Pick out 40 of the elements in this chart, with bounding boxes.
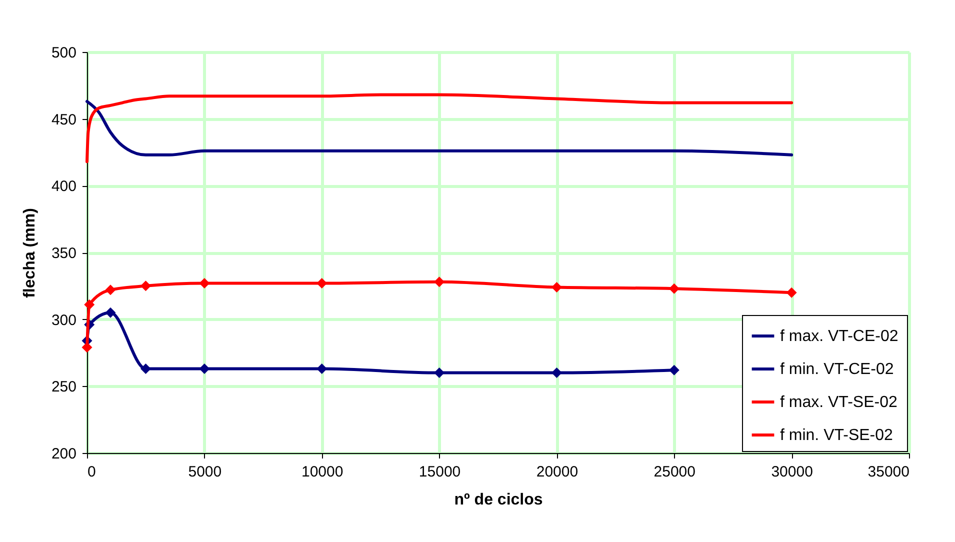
point xyxy=(668,364,680,376)
y-tick-label: 300 xyxy=(51,312,76,329)
x-tick-label: 25000 xyxy=(654,464,696,480)
legend-label: f min. VT-CE-02 xyxy=(780,361,894,378)
point xyxy=(82,342,92,353)
legend-label: f max. VT-SE-02 xyxy=(780,394,898,411)
x-tick-label: 0 xyxy=(88,464,96,480)
y-tick-label: 250 xyxy=(51,378,76,396)
x-tick-label: 35000 xyxy=(868,464,910,480)
x-tick-label: 30000 xyxy=(771,464,813,480)
point xyxy=(105,284,116,296)
y-tick-label: 200 xyxy=(51,446,76,462)
legend-label: f min. VT-SE-02 xyxy=(780,427,894,444)
line-series xyxy=(86,93,794,164)
y-axis-title: flecha (mm) xyxy=(21,208,38,298)
x-tick-label: 15000 xyxy=(418,464,461,480)
point xyxy=(84,299,95,310)
point xyxy=(551,282,562,292)
point xyxy=(551,368,562,378)
point xyxy=(316,364,328,374)
point xyxy=(786,287,797,298)
legend-label: f max. VT-CE-02 xyxy=(780,328,898,345)
line-series xyxy=(86,100,794,156)
point xyxy=(434,368,445,378)
y-tick-label: 400 xyxy=(51,178,76,196)
point xyxy=(668,283,680,294)
x-tick-label: 10000 xyxy=(302,464,344,480)
x-axis-title: nº de ciclos xyxy=(454,492,543,508)
y-tick-label: 350 xyxy=(51,245,76,262)
x-tick-label: 5000 xyxy=(188,464,222,480)
point xyxy=(140,364,151,374)
point xyxy=(434,276,445,288)
y-tick-label: 450 xyxy=(51,111,76,128)
point xyxy=(140,280,151,292)
point xyxy=(199,278,210,288)
x-tick-label: 20000 xyxy=(536,464,578,480)
point xyxy=(105,307,116,318)
point xyxy=(199,364,210,374)
point xyxy=(316,278,328,288)
y-tick-label: 500 xyxy=(51,44,76,62)
